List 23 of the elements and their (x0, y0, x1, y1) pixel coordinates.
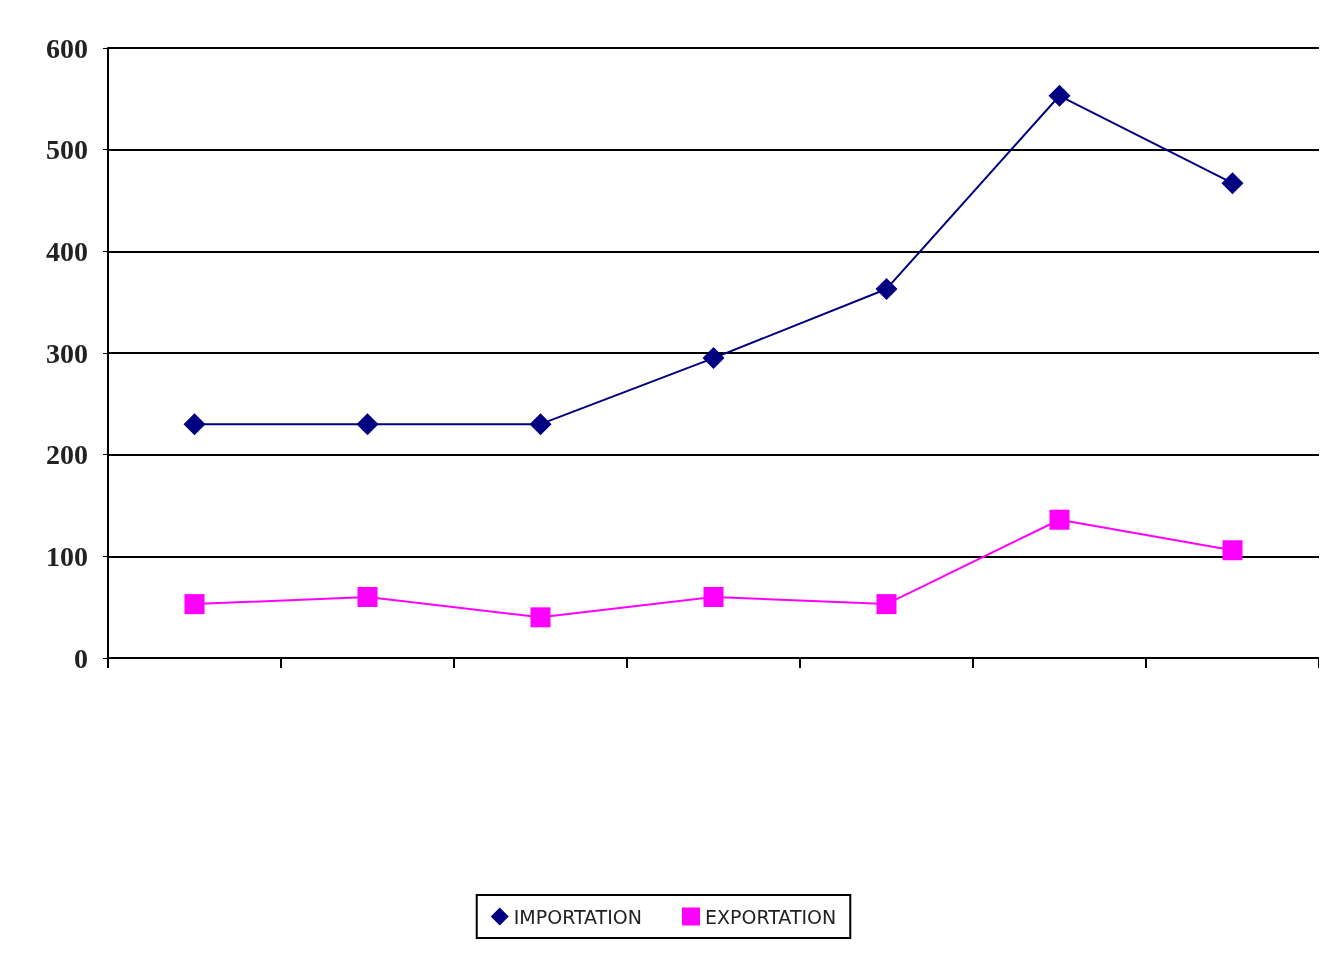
point (1222, 540, 1243, 561)
point (703, 587, 724, 607)
y-tick-label: 0 (74, 642, 88, 674)
point (876, 594, 897, 615)
point (875, 277, 898, 300)
y-tick-label: 100 (46, 540, 88, 572)
point (183, 413, 206, 436)
y-tick-label: 500 (46, 134, 88, 166)
point (1049, 509, 1070, 530)
point (184, 594, 205, 615)
point (529, 413, 552, 436)
point (530, 607, 551, 628)
point (1221, 172, 1244, 195)
legend-label: EXPORTATION (704, 905, 837, 928)
legend-label: IMPORTATION (513, 905, 642, 928)
point (356, 413, 379, 436)
y-tick-label: 300 (46, 337, 88, 369)
y-tick-label: 600 (46, 32, 88, 64)
point (357, 587, 378, 607)
y-tick-label: 200 (46, 439, 88, 471)
y-tick-label: 400 (46, 235, 88, 267)
point (702, 347, 725, 370)
point (1048, 84, 1071, 107)
